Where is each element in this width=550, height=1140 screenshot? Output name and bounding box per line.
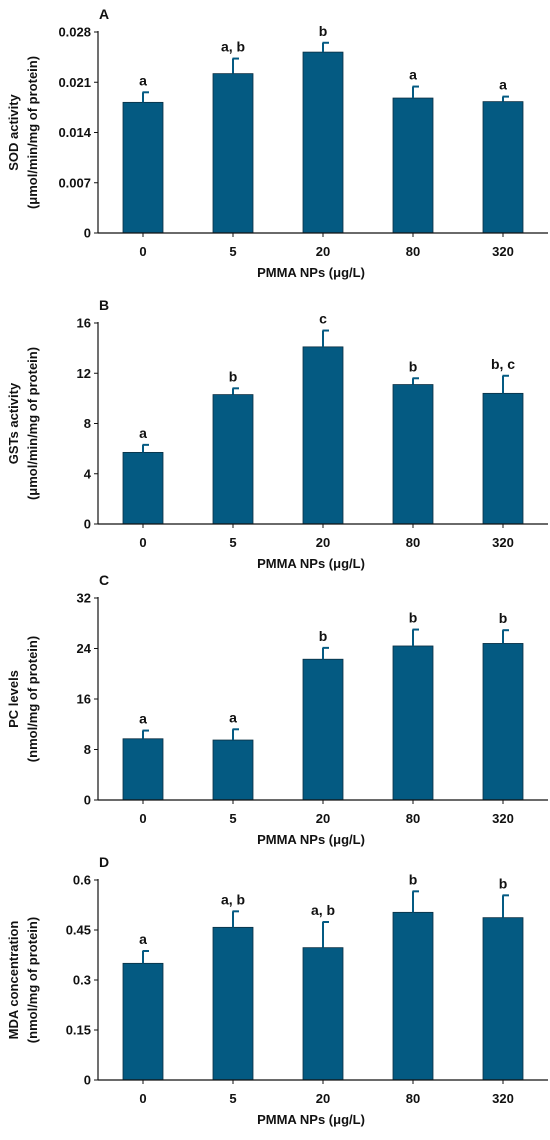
panel-a-x-tick-label-0: 0: [139, 244, 146, 259]
panel-a-y-tick-label-3: 0.021: [58, 75, 91, 90]
panel-c-significance-5: a: [229, 709, 237, 725]
panel-a-x-tick-label-20: 20: [316, 244, 330, 259]
panel-c-y-tick-label-3: 24: [77, 641, 92, 656]
panel-c-x-tick-label-80: 80: [406, 811, 420, 826]
panel-d-x-tick-label-20: 20: [316, 1091, 330, 1106]
panel-d-y-tick-label-2: 0.3: [73, 973, 91, 988]
panel-c-letter: C: [99, 572, 109, 588]
panel-b-bar-0: [122, 451, 164, 525]
panel-b-bar-320: [482, 392, 524, 525]
panel-d-x-tick-label-80: 80: [406, 1091, 420, 1106]
panel-a-x-axis-title: PMMA NPs (μg/L): [257, 265, 365, 280]
panel-d-bar-320: [482, 917, 524, 1081]
panel-d-y-tick-label-4: 0.6: [73, 873, 91, 888]
panel-d-bar-20: [302, 947, 344, 1081]
panel-c-x-tick-label-20: 20: [316, 811, 330, 826]
panel-b-y-tick-label-2: 8: [84, 416, 91, 431]
panel-b-x-tick-label-20: 20: [316, 535, 330, 550]
panel-c-y-tick-label-4: 32: [77, 591, 91, 606]
panel-a-bar-320: [482, 101, 524, 234]
panel-a-x-tick-label-5: 5: [229, 244, 236, 259]
panel-c-significance-320: b: [499, 610, 508, 626]
panel-d-significance-5: a, b: [221, 891, 245, 907]
panel-d-x-tick-label-0: 0: [139, 1091, 146, 1106]
panel-d-x-tick-label-320: 320: [492, 1091, 514, 1106]
panel-d-significance-0: a: [139, 931, 147, 947]
panel-c-significance-0: a: [139, 711, 147, 727]
panel-b-y-tick-label-3: 12: [77, 366, 91, 381]
panel-a-y-tick-label-4: 0.028: [58, 25, 91, 40]
panel-d-bar-0: [122, 962, 164, 1081]
panel-c-bar-320: [482, 643, 524, 801]
panel-a-bar-80: [392, 97, 434, 234]
panel-a-y-tick-label-1: 0.007: [58, 175, 91, 190]
panel-a-x-tick-label-320: 320: [492, 244, 514, 259]
panel-c-significance-80: b: [409, 610, 418, 626]
panel-c-y-tick-label-2: 16: [77, 692, 91, 707]
panel-c-bar-80: [392, 645, 434, 801]
panel-b-x-tick-label-5: 5: [229, 535, 236, 550]
panel-c-bar-20: [302, 658, 344, 801]
panel-a-significance-80: a: [409, 67, 417, 83]
panel-b-letter: B: [99, 297, 109, 313]
panel-b-significance-80: b: [409, 358, 418, 374]
panel-a-x-tick-label-80: 80: [406, 244, 420, 259]
panel-d-significance-20: a, b: [311, 902, 335, 918]
panel-b-y-axis-title: GSTs activity: [6, 382, 21, 464]
panel-d-y-tick-label-3: 0.45: [66, 923, 91, 938]
panel-a-bar-0: [122, 101, 164, 234]
panel-c-x-axis-title: PMMA NPs (μg/L): [257, 832, 365, 847]
panel-c-y-axis-subtitle: (nmol/mg of protein): [25, 636, 40, 762]
panel-c-y-tick-label-1: 8: [84, 742, 91, 757]
panel-a-letter: A: [99, 6, 109, 22]
panel-d-bar-80: [392, 911, 434, 1081]
panel-d-x-axis-title: PMMA NPs (μg/L): [257, 1112, 365, 1127]
panel-b-y-axis-subtitle: (μmol/min/mg of protein): [25, 347, 40, 500]
panel-d-bar-5: [212, 926, 254, 1081]
panel-d-significance-80: b: [409, 871, 418, 887]
panel-c-y-axis-title: PC levels: [6, 670, 21, 728]
panel-a-significance-5: a, b: [221, 39, 245, 55]
panel-d-y-axis-subtitle: (nmol/mg of protein): [25, 917, 40, 1043]
panel-a-bar-5: [212, 73, 254, 234]
panel-b-bar-20: [302, 346, 344, 525]
panel-b-x-tick-label-320: 320: [492, 535, 514, 550]
panel-a-bar-20: [302, 51, 344, 234]
panel-c-significance-20: b: [319, 628, 328, 644]
panel-b-x-axis-title: PMMA NPs (μg/L): [257, 556, 365, 571]
panel-d-significance-320: b: [499, 875, 508, 891]
panel-d-x-tick-label-5: 5: [229, 1091, 236, 1106]
panel-a-significance-320: a: [499, 77, 507, 93]
panel-b-x-tick-label-80: 80: [406, 535, 420, 550]
panel-d-y-axis-title: MDA concentration: [6, 921, 21, 1040]
panel-b-y-tick-label-0: 0: [84, 517, 91, 532]
panel-b-y-tick-label-4: 16: [77, 316, 91, 331]
panel-b-significance-20: c: [319, 311, 327, 327]
panel-b-y-tick-label-1: 4: [84, 466, 92, 481]
panel-b-significance-0: a: [139, 425, 147, 441]
panel-c-x-tick-label-0: 0: [139, 811, 146, 826]
panel-c-bar-5: [212, 739, 254, 801]
panel-c-y-tick-label-0: 0: [84, 793, 91, 808]
panel-c-bar-0: [122, 738, 164, 801]
panel-a-y-tick-label-2: 0.014: [58, 125, 91, 140]
panel-b-significance-5: b: [229, 368, 238, 384]
panel-d-y-tick-label-0: 0: [84, 1073, 91, 1088]
panel-a-significance-0: a: [139, 72, 147, 88]
panel-b-bar-80: [392, 384, 434, 525]
panel-d-letter: D: [99, 854, 109, 870]
panel-b-significance-320: b, c: [491, 356, 515, 372]
panel-c-x-tick-label-5: 5: [229, 811, 236, 826]
panel-a-y-tick-label-0: 0: [84, 226, 91, 241]
panel-d-y-tick-label-1: 0.15: [66, 1023, 91, 1038]
panel-a-significance-20: b: [319, 23, 328, 39]
panel-c-x-tick-label-320: 320: [492, 811, 514, 826]
panel-b-bar-5: [212, 394, 254, 525]
panel-a-y-axis-title: SOD activity: [6, 93, 21, 170]
panel-b-x-tick-label-0: 0: [139, 535, 146, 550]
panel-a-y-axis-subtitle: (μmol/min/mg of protein): [25, 56, 40, 209]
